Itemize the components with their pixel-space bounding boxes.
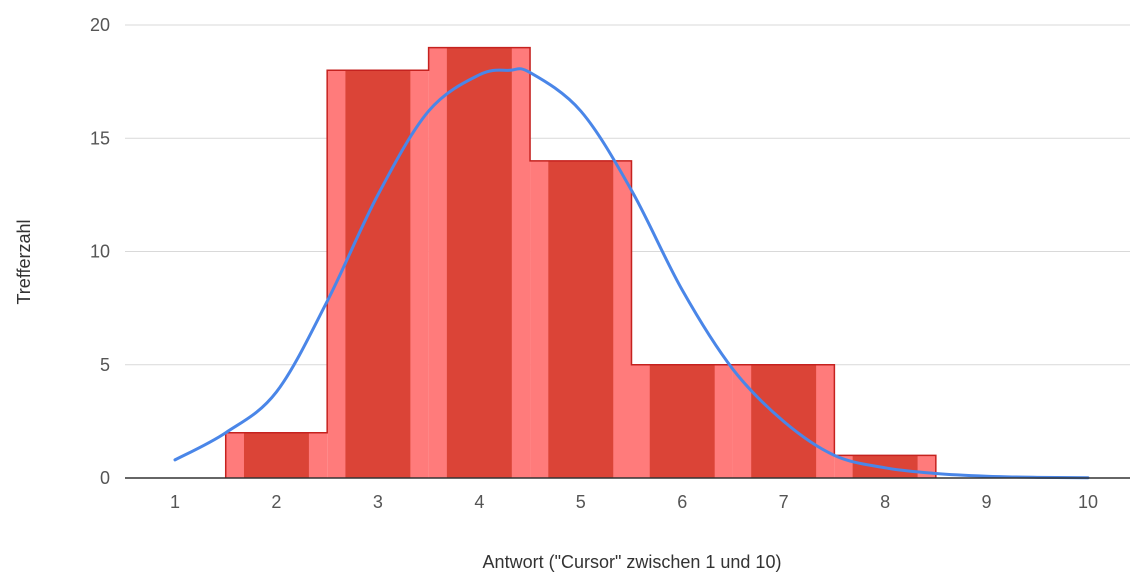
histogram-outline bbox=[224, 46, 937, 478]
bar-value bbox=[649, 364, 715, 478]
x-tick-label: 5 bbox=[576, 492, 586, 512]
x-tick-label: 7 bbox=[779, 492, 789, 512]
y-tick-label: 20 bbox=[90, 15, 110, 35]
bars bbox=[224, 46, 937, 479]
bar bbox=[732, 364, 835, 478]
y-tick-label: 5 bbox=[100, 355, 110, 375]
y-tick-label: 0 bbox=[100, 468, 110, 488]
y-axis-title: Trefferzahl bbox=[14, 219, 34, 304]
bar bbox=[428, 47, 531, 479]
bar bbox=[225, 432, 328, 478]
bar-value bbox=[548, 160, 614, 478]
x-tick-label: 6 bbox=[677, 492, 687, 512]
bar bbox=[327, 70, 429, 479]
bar-value bbox=[243, 432, 309, 478]
fit-curve bbox=[173, 67, 1090, 480]
x-tick-label: 8 bbox=[880, 492, 890, 512]
x-tick-label: 4 bbox=[474, 492, 484, 512]
x-tick-label: 1 bbox=[170, 492, 180, 512]
y-tick-labels: 0 5 10 15 20 bbox=[90, 15, 110, 488]
bar-value bbox=[345, 70, 411, 479]
x-tick-label: 9 bbox=[982, 492, 992, 512]
bar bbox=[530, 160, 632, 478]
x-tick-labels: 1 2 3 4 5 6 7 8 9 10 bbox=[170, 492, 1098, 512]
bar bbox=[631, 364, 733, 478]
x-tick-label: 3 bbox=[373, 492, 383, 512]
y-tick-label: 10 bbox=[90, 242, 110, 262]
x-tick-label: 10 bbox=[1078, 492, 1098, 512]
x-tick-label: 2 bbox=[271, 492, 281, 512]
y-tick-label: 15 bbox=[90, 128, 110, 148]
fit-curve-layer bbox=[173, 67, 1090, 480]
x-axis-title: Antwort ("Cursor" zwischen 1 und 10) bbox=[483, 552, 782, 572]
bar-value bbox=[446, 47, 512, 479]
